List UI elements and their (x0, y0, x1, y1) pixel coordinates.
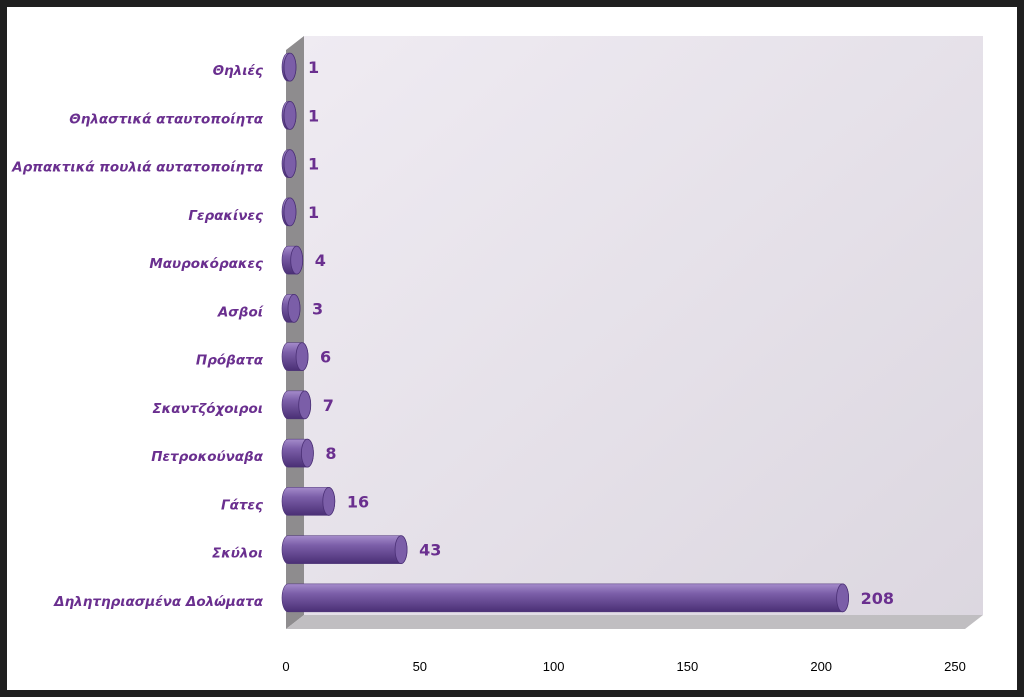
value-label: 8 (325, 444, 336, 463)
value-label: 1 (308, 203, 319, 222)
x-tick-label: 50 (413, 659, 427, 674)
value-label: 16 (347, 492, 369, 511)
bar-12 (281, 52, 297, 82)
floor (286, 615, 983, 629)
bar-6 (281, 342, 309, 372)
bar-cap (295, 342, 309, 372)
bar-cap (394, 535, 408, 565)
bar-chart: Δηλητηριασμένα Δολώματα Σκύλοι Γάτες Πετροκ… (11, 36, 983, 674)
bar-9 (281, 197, 297, 227)
category-label: Γάτες (221, 497, 264, 513)
value-label: 6 (320, 348, 331, 367)
category-label: Δηλητηριασμένα Δολώματα (53, 594, 264, 610)
category-labels: Δηλητηριασμένα Δολώματα Σκύλοι Γάτες Πετροκ… (11, 63, 264, 610)
x-tick-label: 0 (282, 659, 289, 674)
bar-5 (281, 390, 312, 420)
bar-cap (283, 52, 297, 82)
category-label: Θηλαστικά αταυτοποίητα (69, 111, 263, 127)
bar-8 (281, 245, 304, 275)
category-label: Θηλιές (213, 63, 264, 79)
chart-walls (286, 36, 983, 629)
bar-4 (281, 438, 314, 468)
bar-cap (283, 100, 297, 130)
value-label: 4 (315, 251, 326, 270)
x-tick-label: 100 (543, 659, 565, 674)
bar-cap (287, 293, 301, 323)
bar-body (281, 535, 408, 564)
value-label: 208 (861, 589, 894, 608)
category-label: Πρόβατα (196, 353, 264, 369)
bar-cap (290, 245, 304, 275)
bar-cap (298, 390, 312, 420)
chart-panel: Δηλητηριασμένα Δολώματα Σκύλοι Γάτες Πετροκ… (7, 7, 1017, 690)
bar-cap (322, 486, 336, 516)
value-label: 43 (419, 541, 441, 560)
bar-3 (281, 486, 336, 516)
bar-cap (283, 149, 297, 179)
bar-1 (281, 583, 850, 613)
bar-10 (281, 149, 297, 179)
value-label: 1 (308, 58, 319, 77)
category-label: Αρπακτικά πουλιά αυτατοποίητα (11, 160, 264, 176)
category-label: Σκύλοι (212, 546, 263, 562)
bar-cap (836, 583, 850, 613)
category-label: Γερακίνες (188, 208, 264, 224)
value-label: 7 (323, 396, 334, 415)
value-label: 1 (308, 106, 319, 125)
bar-cap (283, 197, 297, 227)
back-wall (304, 36, 983, 615)
bar-11 (281, 100, 297, 130)
side-wall (286, 36, 304, 629)
category-label: Ασβοί (217, 304, 264, 320)
category-label: Σκαντζόχοιροι (152, 401, 263, 417)
value-label: 1 (308, 155, 319, 174)
x-tick-label: 250 (944, 659, 966, 674)
bar-2 (281, 535, 408, 565)
bars-group (281, 52, 850, 613)
x-axis-ticks: 0 50 100 150 200 250 (282, 659, 965, 674)
value-labels: 208 43 16 8 7 6 3 4 1 1 1 1 (308, 58, 894, 608)
category-label: Πετροκούναβα (151, 449, 263, 465)
category-label: Μαυροκόρακες (149, 256, 264, 272)
x-tick-label: 150 (677, 659, 699, 674)
bar-body (281, 583, 849, 613)
bar-7 (281, 293, 301, 323)
bar-cap (301, 438, 314, 468)
x-tick-label: 200 (810, 659, 832, 674)
value-label: 3 (312, 299, 323, 318)
